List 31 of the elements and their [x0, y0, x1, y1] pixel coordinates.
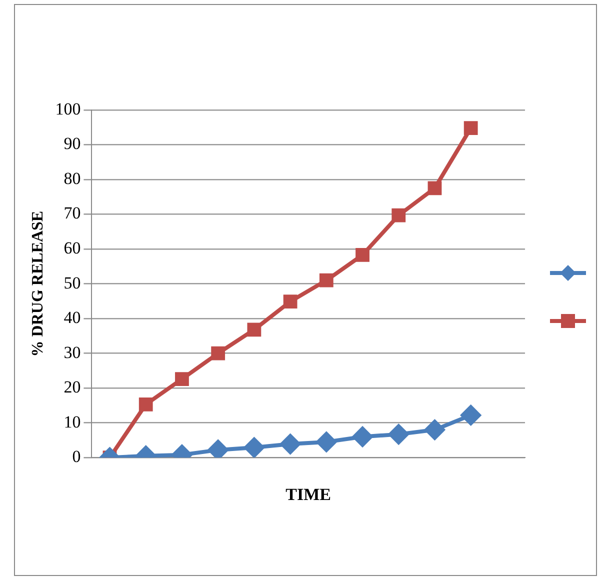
y-tick-label: 70: [64, 204, 81, 223]
point: [280, 434, 300, 454]
point: [247, 322, 262, 337]
point: [388, 424, 409, 444]
point: [175, 372, 189, 386]
y-tick-label: 90: [64, 134, 81, 154]
point: [356, 248, 370, 262]
y-axis-title: % DRUG RELEASE: [30, 210, 47, 357]
y-tick-label: 60: [64, 238, 81, 258]
y-tick-label: 50: [64, 273, 81, 292]
y-tick-label: 80: [64, 168, 81, 188]
point: [283, 294, 298, 308]
point: [460, 405, 481, 426]
point: [428, 181, 442, 196]
point: [319, 273, 334, 288]
point: [424, 420, 445, 440]
point: [316, 432, 336, 452]
y-tick-label: 100: [55, 99, 81, 118]
y-tick-label: 0: [72, 447, 81, 466]
point: [211, 346, 226, 360]
point: [208, 440, 228, 458]
point: [352, 426, 373, 447]
point: [138, 397, 153, 412]
y-tick-label: 30: [64, 342, 81, 362]
point: [244, 438, 264, 458]
y-tick-label: 10: [64, 412, 81, 432]
y-tick-label: 20: [64, 378, 81, 397]
y-tick-label: 40: [64, 308, 81, 328]
x-axis-title: TIME: [286, 485, 332, 504]
point: [464, 121, 478, 136]
point: [392, 208, 406, 222]
